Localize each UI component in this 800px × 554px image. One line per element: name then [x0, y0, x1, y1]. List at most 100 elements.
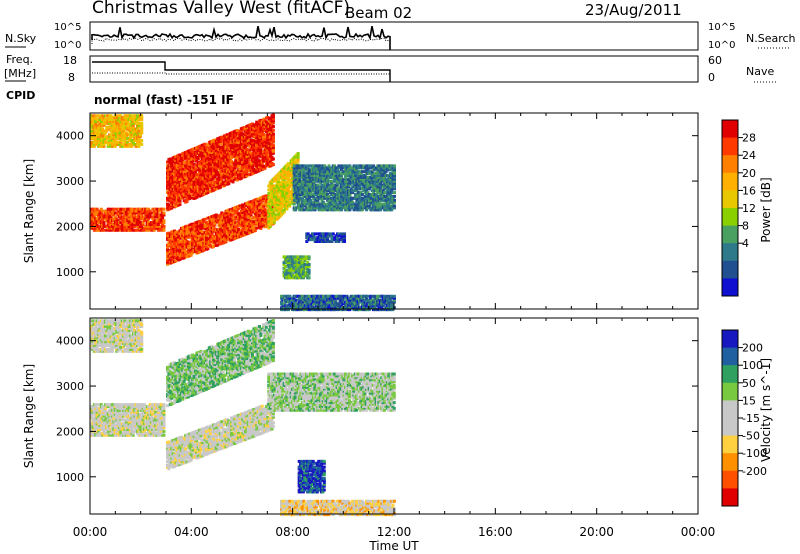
power-cell: [319, 202, 323, 206]
power-cell: [161, 217, 165, 221]
power-cell: [327, 194, 331, 198]
power-cell: [119, 121, 123, 125]
power-cell: [137, 142, 141, 146]
power-cell: [309, 200, 313, 204]
power-cell: [244, 217, 247, 221]
power-cell: [313, 206, 317, 210]
power-cell: [245, 147, 249, 151]
power-cell: [271, 121, 275, 125]
power-cell: [140, 127, 144, 131]
power-cell: [316, 198, 320, 202]
power-cell: [358, 194, 362, 198]
power-cell: [268, 225, 272, 228]
power-cell: [218, 145, 222, 149]
power-cell: [94, 137, 98, 141]
power-cell: [372, 164, 376, 168]
power-cell: [340, 208, 343, 212]
power-cell: [341, 179, 345, 183]
power-cell: [266, 138, 270, 142]
power-cell: [277, 180, 281, 183]
power-cell: [205, 145, 208, 149]
power-cell: [120, 223, 124, 226]
power-cell: [109, 127, 113, 131]
power-cell: [130, 219, 134, 223]
power-cell: [345, 166, 349, 170]
power-cell: [148, 211, 152, 215]
power-cell: [137, 211, 141, 215]
power-cell: [313, 196, 317, 200]
freq-tick-top: 18: [63, 54, 77, 67]
power-cell: [140, 118, 144, 122]
power-cell: [193, 167, 197, 171]
power-cell: [133, 223, 137, 226]
power-cell: [131, 129, 135, 133]
nsky-panel-frame: [89, 21, 699, 51]
power-cell: [319, 177, 323, 181]
power-cell: [356, 193, 360, 196]
power-cell: [99, 211, 103, 215]
power-cell: [292, 202, 296, 206]
power-cell: [209, 157, 213, 161]
power-cell: [305, 187, 309, 191]
power-cell: [356, 175, 360, 179]
power-cell: [299, 189, 303, 193]
power-cell: [94, 211, 98, 215]
power-cell: [286, 177, 290, 181]
power-cell: [129, 137, 132, 141]
power-cell: [108, 207, 112, 211]
power-cell: [301, 193, 304, 196]
power-cell: [198, 231, 201, 235]
power-cell: [333, 175, 337, 179]
power-cell: [98, 131, 102, 135]
power-cell: [124, 135, 128, 139]
power-cell: [189, 182, 193, 186]
power-cell: [192, 231, 196, 235]
power-cell: [191, 251, 195, 255]
power-cell: [365, 208, 369, 212]
power-cell: [94, 121, 98, 125]
power-cell: [281, 196, 285, 200]
power-cell: [316, 183, 320, 187]
power-cell: [119, 221, 123, 225]
power-cell: [213, 174, 217, 178]
power-cell: [335, 206, 339, 210]
nave-label: Nave: [746, 65, 774, 78]
power-cell: [370, 189, 374, 193]
power-cell: [271, 128, 275, 132]
power-cell: [101, 219, 105, 223]
power-cell: [372, 202, 376, 206]
power-cell: [182, 195, 186, 199]
power-cell: [120, 118, 124, 122]
power-cell: [319, 196, 323, 200]
power-cell: [312, 172, 316, 176]
power-cell: [321, 208, 325, 212]
power-cell: [296, 157, 300, 161]
power-cell: [122, 221, 125, 225]
power-cell: [289, 168, 293, 172]
power-cell: [259, 147, 263, 151]
power-cell: [294, 208, 298, 212]
power-cell: [270, 183, 274, 187]
power-cell: [130, 144, 134, 148]
power-cell: [112, 213, 116, 217]
power-cell: [344, 181, 348, 185]
power-cell: [363, 175, 367, 179]
power-cell: [155, 211, 159, 215]
power-cell: [340, 177, 343, 181]
power-cell: [335, 168, 339, 172]
power-cell: [115, 207, 119, 211]
power-cell: [308, 168, 311, 172]
power-cell: [152, 213, 156, 217]
power-cell: [365, 189, 369, 193]
power-cell: [367, 170, 371, 174]
power-cell: [345, 187, 349, 191]
power-cell: [366, 168, 370, 172]
power-cell: [178, 201, 182, 204]
power-cell: [129, 129, 132, 133]
power-cell: [321, 200, 325, 204]
power-cell: [292, 185, 296, 189]
power-cell: [271, 149, 275, 153]
power-cell: [129, 213, 132, 217]
power-cell: [351, 200, 355, 204]
power-cell: [196, 157, 200, 161]
